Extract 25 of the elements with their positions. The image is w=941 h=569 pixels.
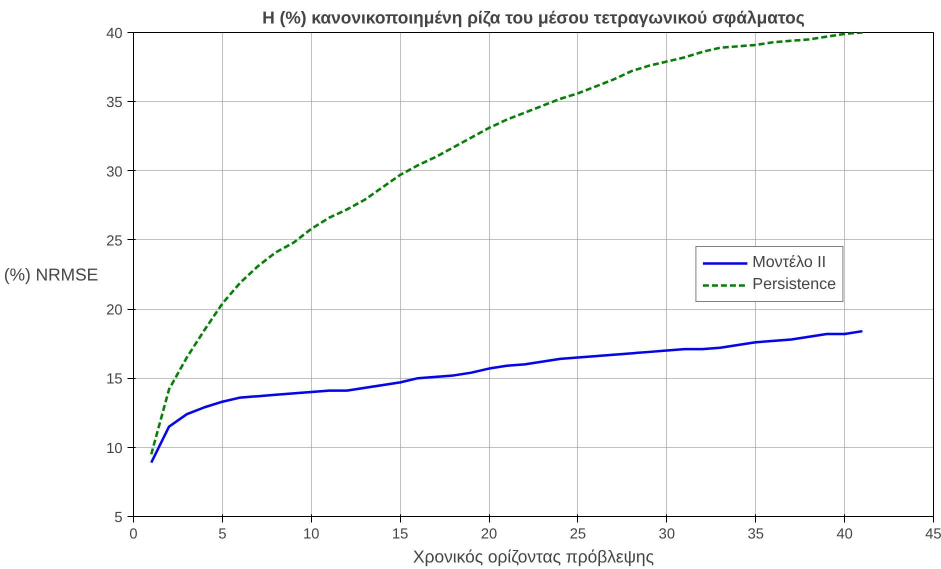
x-tick-label: 15 xyxy=(392,526,408,542)
x-tick-label: 45 xyxy=(925,526,941,542)
legend-label: Μοντέλο ΙΙ xyxy=(752,254,826,272)
y-tick-label: 35 xyxy=(106,95,123,112)
chart-title: Η (%) κανονικοποιημένη ρίζα του μέσου τετραγωνικού σφάλματος xyxy=(262,8,805,28)
y-tick-label: 10 xyxy=(106,440,123,457)
y-tick-label: 30 xyxy=(106,164,123,180)
x-tick-label: 30 xyxy=(658,526,675,542)
x-tick-label: 10 xyxy=(303,526,320,542)
y-tick-label: 40 xyxy=(106,26,123,42)
y-tick-label: 25 xyxy=(106,233,123,250)
x-tick-label: 40 xyxy=(836,526,853,542)
y-tick-label: 5 xyxy=(114,510,123,526)
y-tick-label: 15 xyxy=(106,372,123,388)
x-axis-title: Χρονικός ορίζοντας πρόβλεψης xyxy=(413,546,654,566)
x-tick-label: 5 xyxy=(218,526,226,542)
x-tick-label: 35 xyxy=(748,526,764,542)
y-tick-label: 20 xyxy=(106,302,123,319)
legend-label: Persistence xyxy=(752,276,836,294)
x-tick-label: 0 xyxy=(129,526,138,542)
line-series xyxy=(150,330,864,464)
x-tick-label: 25 xyxy=(570,526,586,542)
x-tick-label: 20 xyxy=(480,526,498,542)
line-series xyxy=(150,32,864,456)
y-axis-title: (%) NRMSE xyxy=(4,264,98,284)
